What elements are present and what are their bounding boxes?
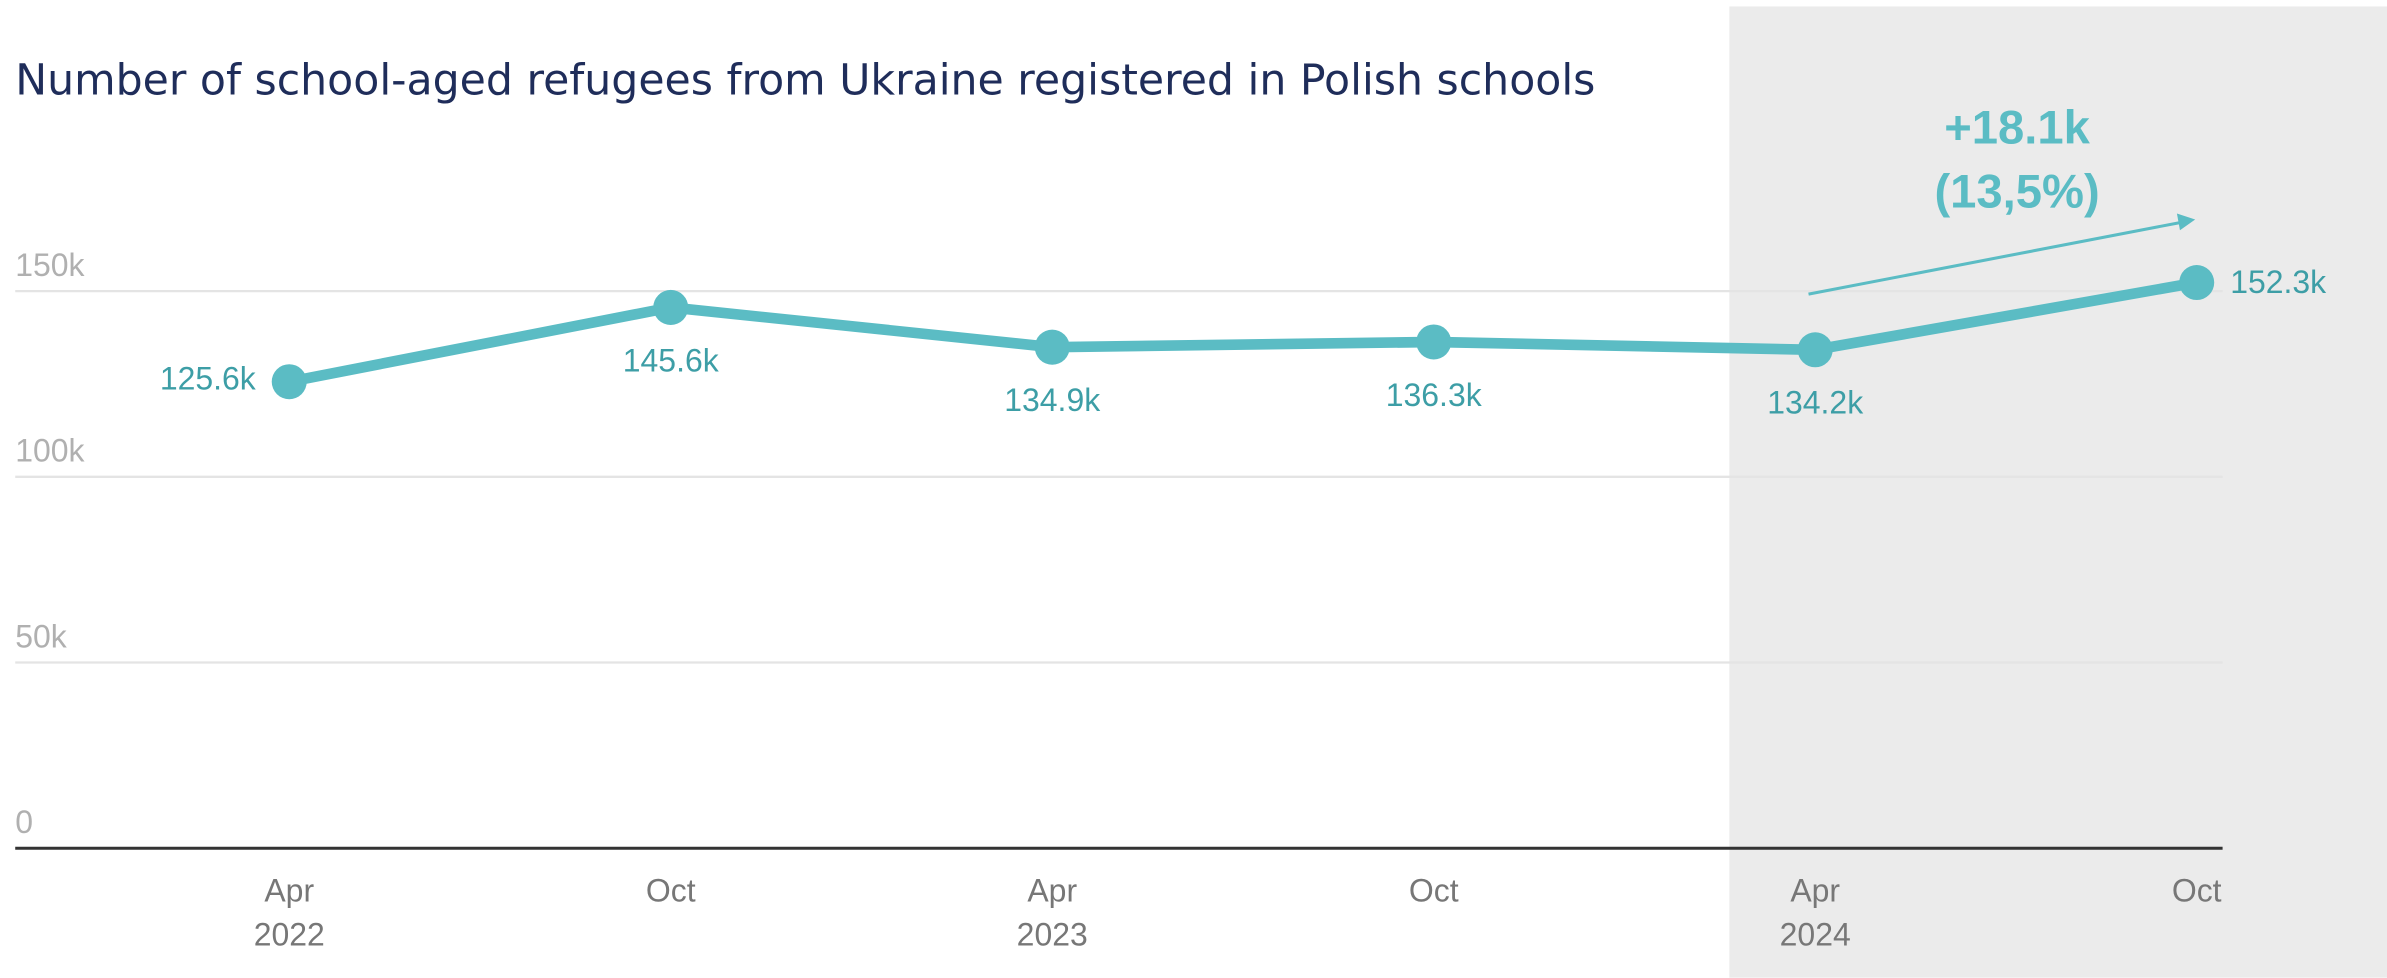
data-point [1797,332,1833,368]
data-point [1416,324,1452,360]
annotation-arrow [1808,221,2181,296]
series-line [288,277,2198,387]
x-tick-label: Oct [1409,873,1459,909]
x-tick-label: Apr [264,873,314,909]
data-label: 152.3k [2230,264,2327,300]
highlight-region [1729,6,2387,978]
plot: Apr 2022 Oct Apr 2023 Oct Apr 2024 Oct 125.6k 145.… [160,264,2327,952]
x-tick-label: Apr [1027,873,1077,909]
x-tick-label: Apr [1790,873,1840,909]
x-tick-year: 2022 [254,917,325,953]
data-label: 125.6k [160,360,257,396]
x-tick-label: Oct [2172,873,2222,909]
y-tick-label: 0 [15,804,33,840]
annotation-arrowhead [2176,213,2196,231]
data-point [653,289,689,325]
data-point [2179,265,2215,301]
y-tick-label: 50k [15,618,68,654]
x-tick-year: 2023 [1017,917,1088,953]
data-label: 134.9k [1004,382,1101,418]
data-point [271,364,307,400]
annotation: (13,5%) [1934,165,2099,218]
data-label: 136.3k [1386,377,1483,413]
data-point [1034,329,1070,365]
y-tick-label: 150k [15,247,85,283]
data-label: 134.2k [1767,385,1864,421]
grid: 0 50k 100k 150k [15,247,2223,840]
x-tick-year: 2024 [1780,917,1851,953]
x-tick-label: Oct [646,873,696,909]
annotation: +18.1k [1944,101,2090,154]
data-label: 145.6k [623,342,720,378]
chart-title: Number of school-aged refugees from Ukra… [15,56,1595,106]
y-tick-label: 100k [15,433,85,469]
